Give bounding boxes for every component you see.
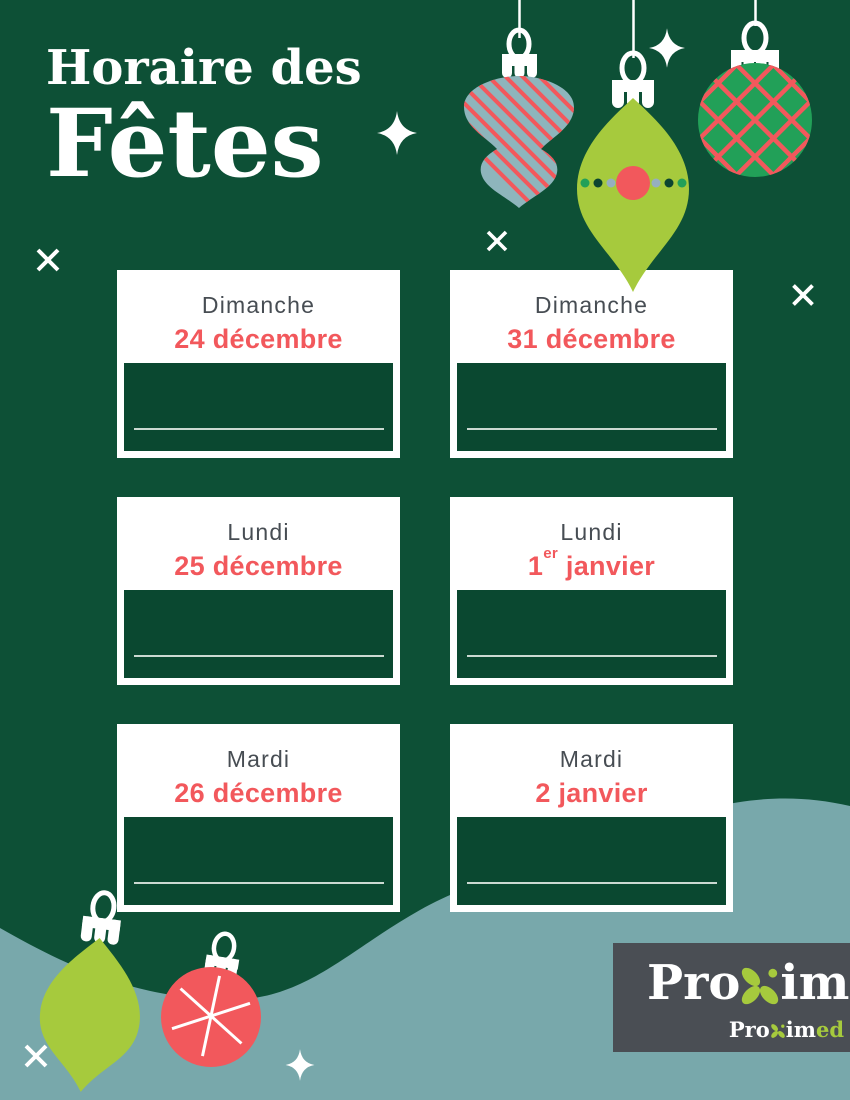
teardrop-ornament-icon: [39, 890, 140, 1092]
schedule-card-dec25: Lundi 25 décembre: [117, 497, 400, 685]
page-title: Horaire des Fêtes: [46, 40, 362, 199]
schedule-card-jan2: Mardi 2 janvier: [450, 724, 733, 912]
hours-blank-line: [466, 655, 717, 657]
red-ornament-icon: [161, 931, 261, 1067]
card-header: Dimanche 31 décembre: [450, 270, 733, 363]
hours-blank-line: [133, 882, 384, 884]
title-line-2: Fêtes: [46, 88, 324, 199]
hours-area: [457, 817, 726, 905]
title-line-1: Horaire des: [46, 40, 362, 96]
date-label: 24 décembre: [174, 324, 343, 354]
schedule-card-dec24: Dimanche 24 décembre: [117, 270, 400, 458]
day-label: Lundi: [560, 519, 623, 545]
card-header: Mardi 26 décembre: [117, 724, 400, 817]
card-header: Mardi 2 janvier: [450, 724, 733, 817]
sparkle-star-icon: [649, 28, 685, 68]
date-label: 2 janvier: [535, 778, 648, 808]
sparkle-x-icon: [24, 1044, 48, 1068]
day-label: Dimanche: [201, 292, 316, 318]
hours-area: [457, 363, 726, 451]
day-label: Mardi: [226, 746, 291, 772]
hours-blank-line: [466, 428, 717, 430]
plaid-ornament-icon: [674, 20, 836, 201]
sparkle-star-icon: [285, 1049, 315, 1081]
day-label: Lundi: [227, 519, 290, 545]
sparkle-star-icon: [377, 111, 417, 155]
proximed-logo: Pro im ed: [728, 1017, 844, 1042]
hours-area: [124, 817, 393, 905]
card-header: Lundi 1er janvier: [450, 497, 733, 590]
day-label: Mardi: [559, 746, 624, 772]
proxim-logo-box: Pro im Pro im: [613, 943, 850, 1052]
hours-area: [124, 363, 393, 451]
snowflake-icon: [171, 975, 251, 1057]
date-label: 1er janvier: [527, 545, 656, 581]
sparkle-x-icon: [36, 248, 60, 272]
green-ornament-icon: [577, 50, 689, 292]
hours-blank-line: [133, 428, 384, 430]
schedule-card-dec26: Mardi 26 décembre: [117, 724, 400, 912]
schedule-card-dec31: Dimanche 31 décembre: [450, 270, 733, 458]
hours-area: [124, 590, 393, 678]
proxim-logo: Pro im: [647, 955, 850, 1011]
hours-area: [457, 590, 726, 678]
sparkle-x-icon: [486, 230, 508, 252]
sparkle-x-icon: [792, 284, 814, 306]
hours-blank-line: [466, 882, 717, 884]
schedule-grid: Dimanche 24 décembre Dimanche 31 décembr…: [117, 270, 733, 912]
petal-x-icon: [742, 967, 779, 1005]
date-label: 26 décembre: [174, 778, 343, 808]
striped-ornament-icon: [464, 27, 574, 208]
date-label: 31 décembre: [507, 324, 676, 354]
date-label: 25 décembre: [174, 551, 343, 581]
card-header: Lundi 25 décembre: [117, 497, 400, 590]
hours-blank-line: [133, 655, 384, 657]
day-label: Dimanche: [534, 292, 649, 318]
card-header: Dimanche 24 décembre: [117, 270, 400, 363]
schedule-card-jan1: Lundi 1er janvier: [450, 497, 733, 685]
petal-x-icon: [770, 1023, 785, 1038]
